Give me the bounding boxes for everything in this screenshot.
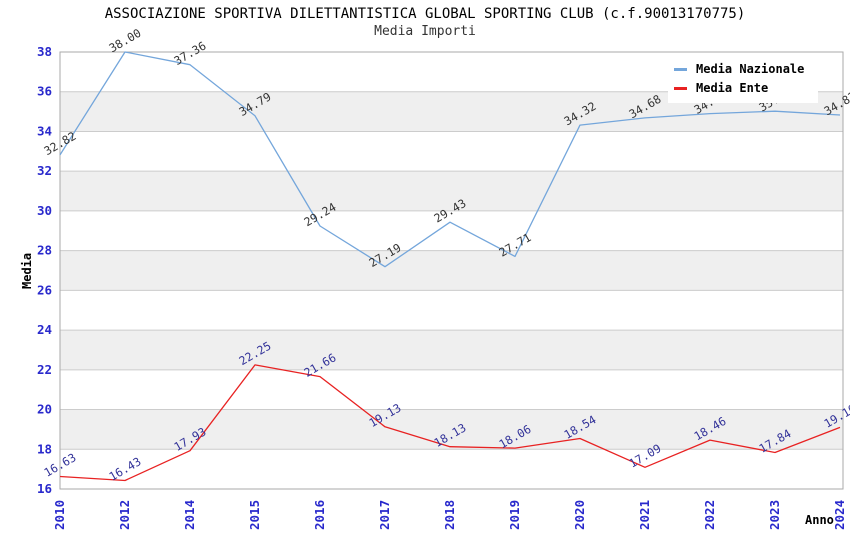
y-tick-label: 22 <box>37 362 52 377</box>
y-tick-label: 38 <box>37 44 52 59</box>
data-label: 16.43 <box>107 454 144 483</box>
media-nazionale-line-swatch <box>674 67 687 71</box>
data-label: 38.00 <box>107 26 144 55</box>
x-tick-label: 2024 <box>832 500 847 530</box>
y-tick-label: 30 <box>37 203 52 218</box>
y-tick-label: 32 <box>37 163 52 178</box>
y-tick-label: 16 <box>37 481 52 496</box>
legend-item-media-ente: Media Ente <box>674 81 812 95</box>
media-ente-line <box>59 364 841 482</box>
x-tick-label: 2014 <box>182 500 197 530</box>
y-tick-label: 18 <box>37 441 52 456</box>
y-tick-label: 28 <box>37 243 52 258</box>
x-tick-label: 2019 <box>507 500 522 530</box>
chart-subtitle: Media Importi <box>374 24 476 39</box>
x-axis-title: Anno <box>805 513 834 527</box>
plot-band <box>60 171 843 211</box>
legend-label-media-nazionale: Media Nazionale <box>696 62 805 76</box>
legend-item-media-nazionale: Media Nazionale <box>674 62 812 76</box>
plot-frame <box>59 51 844 490</box>
x-tick-label: 2020 <box>572 500 587 530</box>
y-tick-label: 20 <box>37 402 52 417</box>
media-nazionale-line <box>59 51 841 268</box>
legend-label-media-ente: Media Ente <box>696 81 769 95</box>
x-tick-label: 2010 <box>52 500 67 530</box>
y-tick-label: 36 <box>37 84 52 99</box>
y-tick-label: 26 <box>37 282 52 297</box>
x-tick-label: 2022 <box>702 500 717 530</box>
x-tick-label: 2015 <box>247 500 262 530</box>
x-tick-label: 2023 <box>767 500 782 530</box>
plot-band <box>60 250 843 291</box>
x-tick-label: 2017 <box>377 500 392 530</box>
y-tick-label: 34 <box>37 123 52 138</box>
chart-title: ASSOCIAZIONE SPORTIVA DILETTANTISTICA GL… <box>104 6 746 22</box>
plot-band <box>60 330 843 370</box>
y-tick-label: 24 <box>37 322 52 337</box>
plot-band <box>60 409 843 450</box>
data-label: 19.10 <box>822 401 850 430</box>
x-tick-label: 2012 <box>117 500 132 530</box>
legend: Media Nazionale Media Ente <box>668 55 818 103</box>
x-tick-label: 2016 <box>312 500 327 530</box>
media-ente-line-swatch <box>674 86 687 90</box>
x-tick-label: 2021 <box>637 500 652 530</box>
y-axis-title: Media <box>20 252 34 289</box>
data-label: 37.36 <box>172 38 209 67</box>
x-tick-label: 2018 <box>442 500 457 530</box>
